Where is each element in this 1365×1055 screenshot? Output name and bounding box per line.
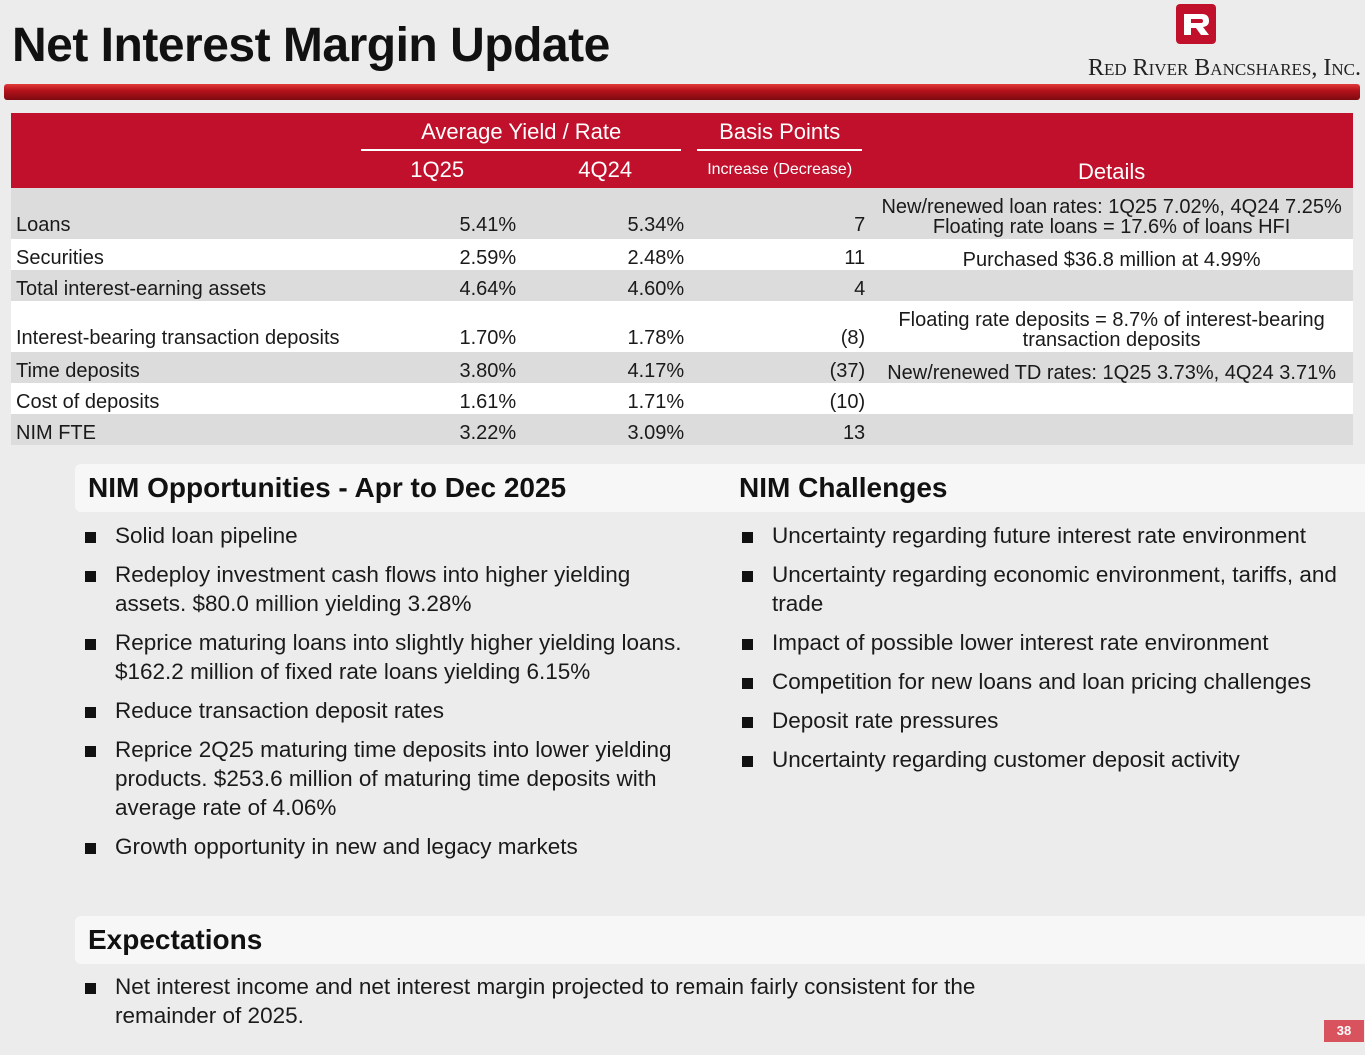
table-row: Loans 5.41% 5.34% 7 New/renewed loan rat… <box>11 188 1353 239</box>
row-details: Purchased $36.8 million at 4.99% <box>870 239 1353 270</box>
row-label: Loans <box>11 188 354 239</box>
company-logo-icon <box>1176 4 1216 44</box>
row-value-change: (8) <box>689 301 871 352</box>
bullet-square-icon <box>742 678 753 689</box>
column-header-1q25: 1Q25 <box>353 151 522 188</box>
list-item: Impact of possible lower interest rate e… <box>742 628 1357 657</box>
bullet-square-icon <box>85 983 96 994</box>
list-item: Uncertainty regarding future interest ra… <box>742 521 1357 550</box>
yield-rate-table: Average Yield / Rate Basis Points Detail… <box>11 113 1353 445</box>
row-details: New/renewed TD rates: 1Q25 3.73%, 4Q24 3… <box>870 352 1353 383</box>
row-value-4q24: 1.71% <box>521 383 690 414</box>
list-item: Competition for new loans and loan prici… <box>742 667 1357 696</box>
bullet-square-icon <box>742 571 753 582</box>
challenges-heading: NIM Challenges <box>726 464 1365 512</box>
table-row: Interest-bearing transaction deposits 1.… <box>11 301 1353 352</box>
bullet-square-icon <box>742 532 753 543</box>
row-value-1q25: 3.80% <box>353 352 522 383</box>
row-value-change: 4 <box>689 270 871 301</box>
opportunities-heading: NIM Opportunities - Apr to Dec 2025 <box>75 464 735 512</box>
list-item: Solid loan pipeline <box>85 521 685 550</box>
table-row: Total interest-earning assets 4.64% 4.60… <box>11 270 1353 301</box>
bullet-square-icon <box>742 717 753 728</box>
group-header-basis-points: Basis Points <box>689 113 871 151</box>
bullet-square-icon <box>85 843 96 854</box>
bullet-square-icon <box>742 639 753 650</box>
page-title: Net Interest Margin Update <box>12 19 610 72</box>
row-value-1q25: 2.59% <box>353 239 522 270</box>
row-value-4q24: 4.60% <box>521 270 690 301</box>
row-value-1q25: 3.22% <box>353 414 522 445</box>
row-value-1q25: 5.41% <box>353 188 522 239</box>
page-number: 38 <box>1324 1020 1364 1042</box>
row-details <box>870 383 1353 414</box>
table-header-row: Average Yield / Rate Basis Points Detail… <box>11 113 1353 188</box>
row-value-1q25: 4.64% <box>353 270 522 301</box>
row-value-4q24: 3.09% <box>521 414 690 445</box>
row-value-1q25: 1.61% <box>353 383 522 414</box>
row-details: New/renewed loan rates: 1Q25 7.02%, 4Q24… <box>870 188 1353 239</box>
table-row: Time deposits 3.80% 4.17% (37) New/renew… <box>11 352 1353 383</box>
row-value-change: (10) <box>689 383 871 414</box>
table-row: Securities 2.59% 2.48% 11 Purchased $36.… <box>11 239 1353 270</box>
list-item: Deposit rate pressures <box>742 706 1357 735</box>
column-header-details: Details <box>870 113 1353 188</box>
row-value-change: 7 <box>689 188 871 239</box>
row-value-change: 11 <box>689 239 871 270</box>
bullet-square-icon <box>85 707 96 718</box>
bullet-square-icon <box>85 532 96 543</box>
list-item: Reduce transaction deposit rates <box>85 696 685 725</box>
row-value-4q24: 4.17% <box>521 352 690 383</box>
list-item: Net interest income and net interest mar… <box>85 972 1065 1030</box>
table-row: Cost of deposits 1.61% 1.71% (10) <box>11 383 1353 414</box>
bullet-square-icon <box>742 756 753 767</box>
row-value-4q24: 2.48% <box>521 239 690 270</box>
list-item: Uncertainty regarding customer deposit a… <box>742 745 1357 774</box>
list-item: Growth opportunity in new and legacy mar… <box>85 832 685 861</box>
row-value-4q24: 5.34% <box>521 188 690 239</box>
bullet-square-icon <box>85 639 96 650</box>
bullet-square-icon <box>85 571 96 582</box>
table-subheader-row: 1Q25 4Q24 Increase (Decrease) <box>11 151 1353 188</box>
row-label: Interest-bearing transaction deposits <box>11 301 354 352</box>
row-value-change: 13 <box>689 414 871 445</box>
row-label: Cost of deposits <box>11 383 354 414</box>
column-header-4q24: 4Q24 <box>521 151 690 188</box>
list-item: Reprice maturing loans into slightly hig… <box>85 628 685 686</box>
list-item: Uncertainty regarding economic environme… <box>742 560 1357 618</box>
row-label: Securities <box>11 239 354 270</box>
row-details <box>870 414 1353 445</box>
row-value-1q25: 1.70% <box>353 301 522 352</box>
expectations-list: Net interest income and net interest mar… <box>85 972 1065 1040</box>
row-details <box>870 270 1353 301</box>
group-header-yield: Average Yield / Rate <box>353 113 690 151</box>
table-row: NIM FTE 3.22% 3.09% 13 <box>11 414 1353 445</box>
list-item: Redeploy investment cash flows into high… <box>85 560 685 618</box>
opportunities-list: Solid loan pipeline Redeploy investment … <box>85 521 685 871</box>
row-label: NIM FTE <box>11 414 354 445</box>
bullet-square-icon <box>85 746 96 757</box>
row-label: Total interest-earning assets <box>11 270 354 301</box>
row-details: Floating rate deposits = 8.7% of interes… <box>870 301 1353 352</box>
header-divider <box>4 84 1360 100</box>
row-label: Time deposits <box>11 352 354 383</box>
row-value-4q24: 1.78% <box>521 301 690 352</box>
list-item: Reprice 2Q25 maturing time deposits into… <box>85 735 685 822</box>
expectations-heading: Expectations <box>75 916 1365 964</box>
row-value-change: (37) <box>689 352 871 383</box>
challenges-list: Uncertainty regarding future interest ra… <box>742 521 1357 784</box>
column-header-change: Increase (Decrease) <box>689 151 871 188</box>
company-name: Red River Bancshares, Inc. <box>1087 55 1361 81</box>
